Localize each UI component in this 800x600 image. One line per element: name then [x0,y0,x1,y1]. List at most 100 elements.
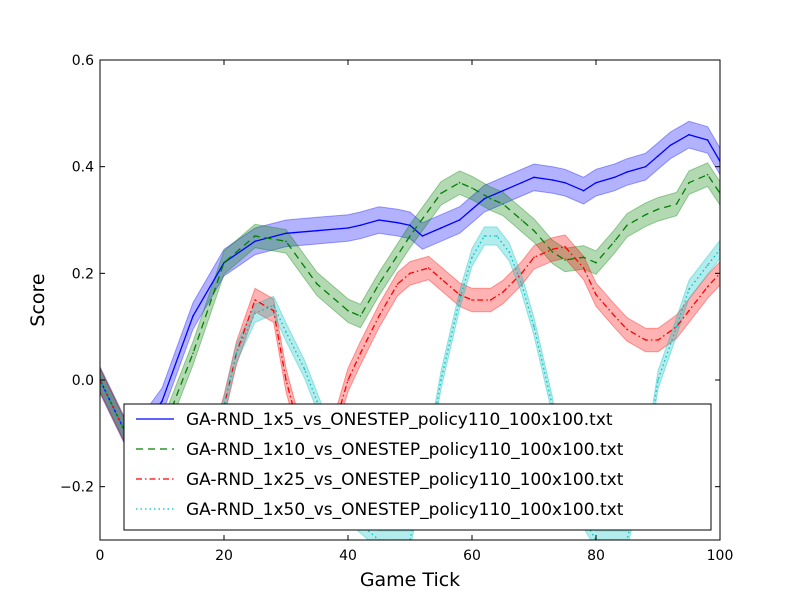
point-series-1 [706,139,709,141]
point-series-1 [316,229,318,232]
point-series-1 [285,232,287,235]
x-tick-label: 100 [707,548,734,564]
point-series-1 [533,176,535,179]
x-tick-label: 60 [463,548,481,564]
point-series-2 [657,208,659,211]
point-series-1 [254,240,256,243]
point-series-3 [706,285,709,288]
point-series-1 [613,176,616,179]
point-series-1 [595,181,597,184]
point-series-1 [582,189,585,192]
point-series-1 [688,133,690,136]
point-series-3 [347,379,349,381]
point-series-3 [644,339,647,341]
point-series-2 [378,283,380,285]
point-series-4 [458,299,461,301]
point-series-3 [595,293,597,296]
y-tick-label: 0.6 [72,53,94,69]
point-series-3 [626,328,628,331]
point-series-2 [675,203,678,205]
point-series-4 [520,283,523,285]
point-series-2 [347,309,349,312]
point-series-1 [483,197,486,200]
point-series-1 [471,208,473,211]
point-series-4 [316,400,318,403]
point-series-1 [458,219,461,221]
point-series-1 [409,224,411,227]
point-series-1 [359,224,362,227]
point-series-3 [359,352,362,355]
point-series-2 [613,240,616,243]
plot-frame [99,59,721,541]
point-series-2 [316,283,318,285]
point-series-3 [272,309,275,312]
point-series-2 [285,240,287,243]
point-series-4 [675,325,678,328]
point-series-2 [644,213,647,216]
point-series-2 [254,235,256,237]
point-series-4 [303,368,306,371]
point-series-1 [396,221,399,224]
point-series-4 [706,264,709,267]
point-series-1 [502,189,504,192]
band-series-1 [100,120,720,459]
point-series-1 [347,227,349,229]
point-series-3 [533,256,535,259]
point-series-3 [502,291,504,293]
line-series-4 [100,235,720,540]
point-series-3 [551,248,554,251]
legend-label-series-1: GA-RND_1x5_vs_ONESTEP_policy110_100x100.… [186,410,613,430]
point-series-3 [688,309,690,312]
y-axis-title: Score [27,273,49,326]
point-series-2 [564,259,566,261]
point-series-1 [378,219,380,221]
point-series-4 [272,304,275,307]
point-series-4 [496,235,498,237]
point-series-4 [657,379,659,381]
point-series-1 [669,144,672,147]
point-series-2 [533,229,535,232]
point-series-3 [458,293,461,296]
point-series-2 [595,261,597,264]
y-tick-label: 0.2 [72,266,94,282]
legend-label-series-2: GA-RND_1x10_vs_ONESTEP_policy110_100x100… [186,440,624,460]
point-series-3 [520,272,523,275]
point-series-3 [396,283,399,285]
point-series-4 [285,331,287,333]
point-series-4 [471,256,473,259]
point-series-2 [409,235,411,237]
x-tick-label: 40 [339,548,357,564]
point-series-2 [688,181,690,184]
point-series-2 [520,219,523,221]
point-series-2 [359,315,362,317]
point-series-2 [551,251,554,253]
point-series-4 [235,352,238,355]
x-tick-label: 20 [215,548,233,564]
point-series-1 [161,400,163,403]
axes: 0 20 40 60 80 100 −0.2 0.0 0.2 0.4 0.6 [60,53,733,564]
y-tick-label: −0.2 [60,480,94,496]
point-series-3 [657,339,659,341]
point-series-1 [440,227,442,229]
point-series-4 [440,379,442,381]
point-series-1 [421,235,424,237]
point-series-2 [440,192,442,195]
point-series-2 [502,203,504,205]
point-series-2 [706,173,709,176]
legend: GA-RND_1x5_vs_ONESTEP_policy110_100x100.… [123,403,712,531]
point-series-1 [626,171,628,173]
point-series-3 [613,315,616,317]
point-series-2 [192,352,194,355]
point-series-3 [378,315,380,317]
point-series-2 [223,261,225,264]
point-series-1 [564,181,566,184]
point-series-3 [285,379,287,381]
point-series-1 [657,155,659,157]
point-series-1 [551,179,554,181]
legend-label-series-3: GA-RND_1x25_vs_ONESTEP_policy110_100x100… [186,470,624,490]
point-series-4 [688,288,690,291]
point-series-3 [471,299,473,301]
point-series-4 [533,325,535,328]
point-series-4 [508,251,511,253]
